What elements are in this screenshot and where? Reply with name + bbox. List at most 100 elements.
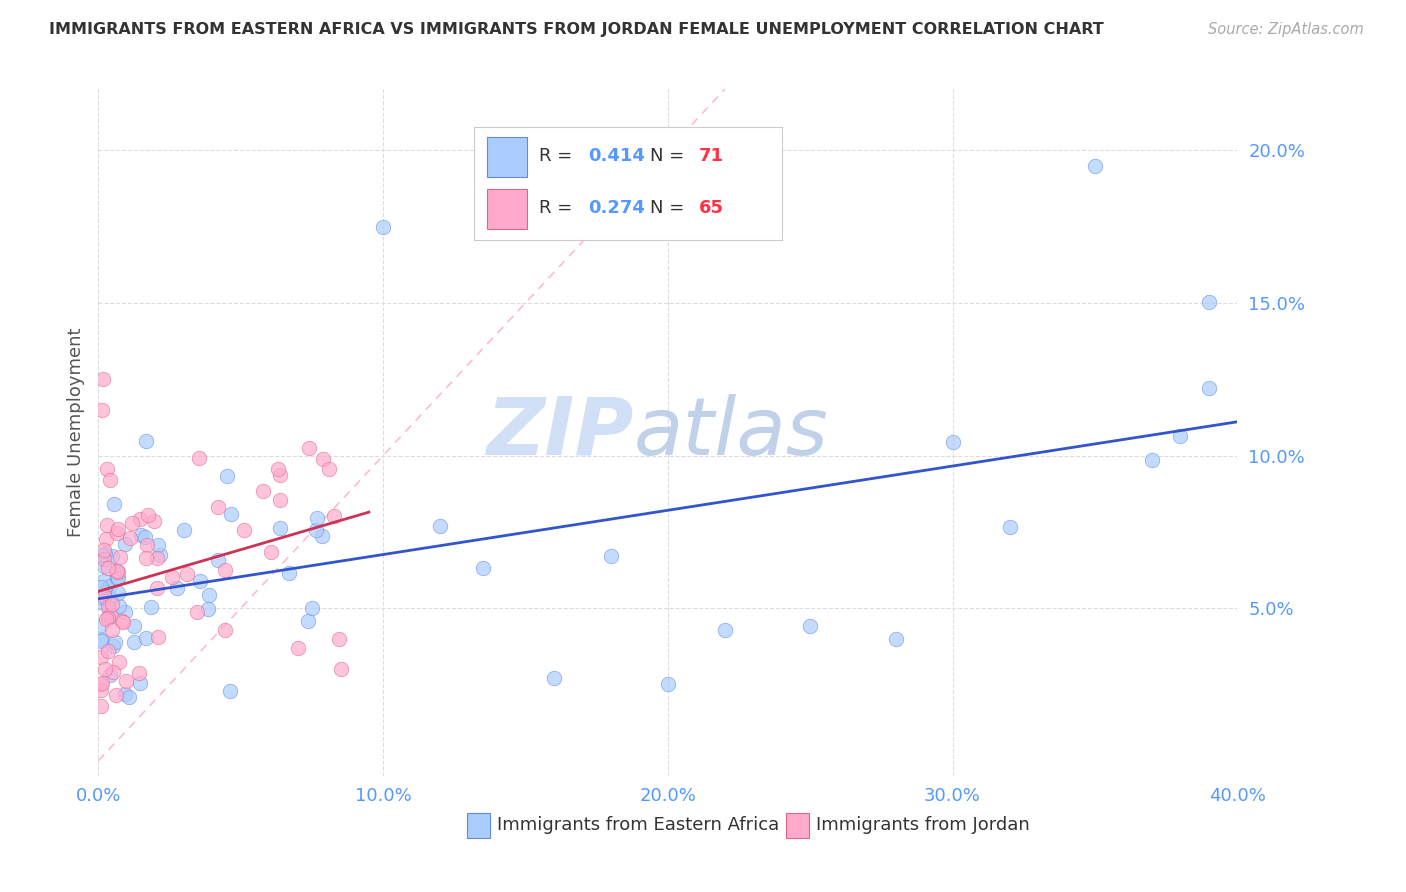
Text: N =: N = bbox=[650, 199, 689, 217]
Point bbox=[714, 623, 737, 637]
Point bbox=[114, 537, 136, 551]
Point bbox=[942, 435, 965, 450]
Point bbox=[329, 662, 352, 676]
Point bbox=[214, 563, 236, 577]
Point bbox=[96, 533, 118, 547]
Point bbox=[269, 493, 291, 508]
Text: Immigrants from Eastern Africa: Immigrants from Eastern Africa bbox=[498, 816, 779, 834]
Point bbox=[266, 462, 288, 476]
Point bbox=[305, 523, 328, 537]
Point bbox=[135, 551, 157, 566]
Point bbox=[134, 530, 156, 544]
Point bbox=[269, 468, 291, 483]
Point bbox=[105, 571, 128, 585]
Point bbox=[101, 549, 124, 563]
Point bbox=[129, 676, 152, 690]
Text: R =: R = bbox=[538, 199, 578, 217]
Point bbox=[207, 500, 229, 515]
Point bbox=[101, 597, 124, 611]
Point bbox=[118, 531, 141, 545]
Point bbox=[90, 676, 112, 690]
Point bbox=[186, 605, 208, 619]
Point bbox=[1140, 453, 1163, 467]
Point bbox=[297, 614, 319, 628]
Point bbox=[471, 561, 494, 575]
Point bbox=[657, 677, 679, 691]
Point bbox=[278, 566, 301, 581]
Point bbox=[101, 623, 124, 637]
Point bbox=[97, 643, 120, 657]
Point bbox=[115, 674, 138, 689]
Text: Source: ZipAtlas.com: Source: ZipAtlas.com bbox=[1208, 22, 1364, 37]
Point bbox=[104, 564, 127, 578]
Point bbox=[260, 545, 283, 559]
Point bbox=[146, 550, 169, 565]
Point bbox=[107, 522, 129, 536]
Text: N =: N = bbox=[650, 147, 689, 165]
Point bbox=[142, 514, 165, 528]
Point bbox=[269, 520, 291, 534]
Point bbox=[600, 549, 623, 563]
Point bbox=[94, 662, 117, 676]
Point bbox=[90, 649, 112, 664]
Text: Immigrants from Jordan: Immigrants from Jordan bbox=[815, 816, 1029, 834]
Point bbox=[135, 434, 157, 448]
Point bbox=[98, 608, 121, 623]
Point bbox=[146, 630, 169, 644]
Point bbox=[141, 599, 163, 614]
Point bbox=[214, 623, 236, 637]
Point bbox=[111, 614, 134, 628]
Point bbox=[173, 524, 195, 538]
Point bbox=[97, 611, 120, 625]
Point bbox=[197, 588, 219, 602]
Point bbox=[323, 508, 346, 523]
Point bbox=[90, 677, 112, 691]
Bar bbox=[486, 189, 526, 229]
Point bbox=[107, 572, 129, 586]
Point bbox=[108, 549, 131, 564]
Point bbox=[884, 632, 907, 646]
Point bbox=[122, 618, 145, 632]
Point bbox=[98, 602, 121, 616]
Text: 71: 71 bbox=[699, 147, 724, 165]
Point bbox=[103, 497, 125, 511]
Point bbox=[93, 574, 115, 589]
Point bbox=[90, 617, 112, 632]
Point bbox=[543, 671, 565, 685]
Point bbox=[799, 619, 821, 633]
Point bbox=[166, 581, 188, 595]
Point bbox=[97, 561, 120, 575]
Point bbox=[101, 665, 124, 680]
Point bbox=[90, 698, 112, 713]
Bar bbox=[486, 137, 526, 177]
Text: 0.414: 0.414 bbox=[588, 147, 645, 165]
Point bbox=[128, 512, 150, 526]
Point bbox=[136, 508, 159, 523]
Point bbox=[307, 511, 329, 525]
Point bbox=[328, 632, 350, 646]
Point bbox=[312, 452, 335, 467]
Point bbox=[97, 600, 120, 615]
Point bbox=[93, 589, 115, 603]
Point bbox=[221, 507, 243, 521]
Point bbox=[107, 655, 129, 669]
Point bbox=[105, 525, 128, 540]
Point bbox=[90, 595, 112, 609]
Point bbox=[94, 612, 117, 626]
Point bbox=[114, 687, 136, 701]
Point bbox=[1084, 159, 1107, 173]
Point bbox=[429, 518, 451, 533]
Point bbox=[298, 441, 321, 455]
Text: 0.274: 0.274 bbox=[588, 199, 645, 217]
Y-axis label: Female Unemployment: Female Unemployment bbox=[66, 328, 84, 537]
Point bbox=[188, 574, 211, 588]
Point bbox=[111, 615, 134, 629]
Point bbox=[108, 599, 131, 613]
Point bbox=[105, 564, 128, 578]
Point bbox=[287, 641, 309, 656]
Point bbox=[252, 484, 274, 499]
Point bbox=[146, 537, 169, 551]
Point bbox=[122, 635, 145, 649]
Point bbox=[93, 542, 115, 557]
Point bbox=[998, 519, 1021, 533]
